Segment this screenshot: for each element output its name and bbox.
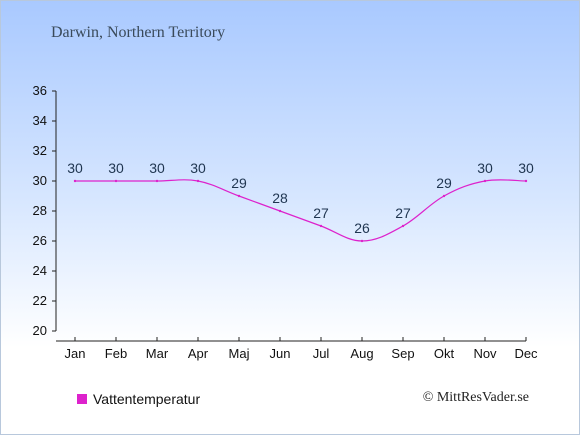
y-tick-label: 30 xyxy=(33,173,47,188)
data-label: 27 xyxy=(313,205,329,221)
data-point xyxy=(196,179,200,183)
legend: Vattentemperatur xyxy=(77,391,200,407)
credit-text: © MittResVader.se xyxy=(422,390,529,405)
data-point xyxy=(483,179,487,183)
data-point xyxy=(73,179,77,183)
y-tick-label: 34 xyxy=(33,113,47,128)
x-tick-label: Aug xyxy=(350,346,373,361)
data-point xyxy=(155,179,159,183)
data-label: 29 xyxy=(436,175,452,191)
x-tick-label: Okt xyxy=(434,346,455,361)
data-label: 30 xyxy=(149,160,165,176)
data-label: 29 xyxy=(231,175,247,191)
data-point xyxy=(442,194,446,198)
data-label: 30 xyxy=(518,160,534,176)
data-point xyxy=(319,224,323,228)
x-tick-label: Maj xyxy=(229,346,250,361)
series-group xyxy=(73,179,528,243)
legend-label: Vattentemperatur xyxy=(93,391,201,407)
x-tick-label: Nov xyxy=(473,346,497,361)
x-tick-label: Mar xyxy=(146,346,169,361)
y-tick-label: 24 xyxy=(33,263,47,278)
x-tick-label: Jan xyxy=(65,346,86,361)
y-tick-label: 36 xyxy=(33,83,47,98)
x-tick-label: Jul xyxy=(313,346,330,361)
x-tick-label: Dec xyxy=(514,346,538,361)
data-point xyxy=(278,209,282,213)
data-label: 30 xyxy=(67,160,83,176)
data-label: 28 xyxy=(272,190,288,206)
x-tick-label: Apr xyxy=(188,346,209,361)
axes xyxy=(55,91,526,342)
data-label: 30 xyxy=(108,160,124,176)
data-label: 27 xyxy=(395,205,411,221)
series-line xyxy=(75,179,527,242)
y-tick-label: 20 xyxy=(33,323,47,338)
data-point xyxy=(237,194,241,198)
data-point xyxy=(360,239,364,243)
data-point xyxy=(524,179,528,183)
x-tick-label: Feb xyxy=(105,346,127,361)
tick-marks xyxy=(52,90,527,341)
x-tick-label: Sep xyxy=(391,346,414,361)
data-label: 30 xyxy=(190,160,206,176)
y-tick-label: 26 xyxy=(33,233,47,248)
y-tick-label: 22 xyxy=(33,293,47,308)
x-tick-label: Jun xyxy=(270,346,291,361)
chart-title: Darwin, Northern Territory xyxy=(51,24,226,41)
line-chart: 20 22 24 26 28 30 32 34 36 Jan Feb Mar Apr Maj Jun Jul A… xyxy=(33,83,539,361)
data-labels: 30 30 30 30 29 28 27 26 27 29 30 30 xyxy=(67,160,534,236)
data-point xyxy=(401,224,405,228)
y-tick-label: 28 xyxy=(33,203,47,218)
legend-swatch xyxy=(77,394,87,404)
data-point xyxy=(114,179,118,183)
data-label: 30 xyxy=(477,160,493,176)
data-label: 26 xyxy=(354,220,370,236)
y-tick-label: 32 xyxy=(33,143,47,158)
tick-labels: 20 22 24 26 28 30 32 34 36 Jan Feb Mar Apr Maj Jun Jul A… xyxy=(33,83,539,361)
